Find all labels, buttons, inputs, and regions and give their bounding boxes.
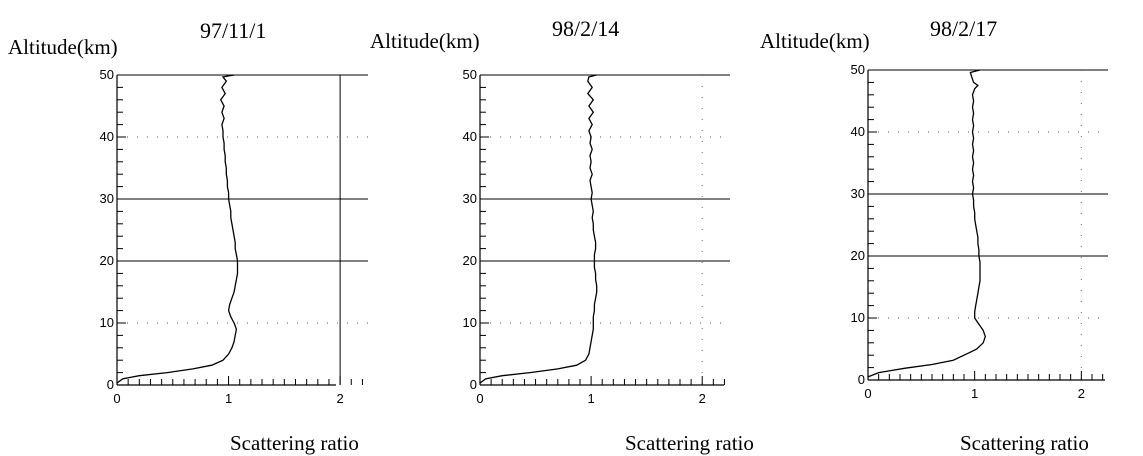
- plot-area-2: 0 10 20 30 40 50 0 1 2: [463, 67, 730, 406]
- profile-line: [867, 69, 986, 378]
- y-tick-label: 30: [100, 191, 114, 206]
- y-tick-label: 40: [100, 129, 114, 144]
- x-tick-label: 2: [699, 391, 706, 406]
- y-tick-label: 40: [851, 124, 865, 139]
- y-tick-label: 20: [851, 248, 865, 263]
- chart-panel-2: 98/2/14 Altitude(km) Scattering ratio 0 1…: [370, 16, 754, 455]
- x-tick-label: 1: [225, 391, 232, 406]
- chart-panel-1: 97/11/1 Altitude(km) Scattering ratio 0 1…: [8, 18, 368, 455]
- y-tick-label: 50: [100, 67, 114, 82]
- y-tick-label: 10: [851, 310, 865, 325]
- y-tick-label: 50: [851, 62, 865, 77]
- y-axis-title-3: Altitude(km): [760, 29, 870, 53]
- x-tick-label: 2: [336, 391, 343, 406]
- y-tick-label: 50: [463, 67, 477, 82]
- chart-title-2: 98/2/14: [552, 16, 619, 41]
- y-tick-label: 0: [858, 372, 865, 387]
- y-tick-label: 20: [100, 253, 114, 268]
- x-axis-title-2: Scattering ratio: [625, 431, 754, 455]
- x-axis-title-3: Scattering ratio: [960, 431, 1089, 455]
- profile-line: [479, 74, 598, 384]
- y-tick-label: 10: [463, 315, 477, 330]
- y-axis-title-1: Altitude(km): [8, 35, 118, 59]
- plot-area-3: 0 10 20 30 40 50 0 1 2: [851, 62, 1108, 401]
- x-tick-label: 1: [587, 391, 594, 406]
- chart-panel-3: 98/2/17 Altitude(km) Scattering ratio 0 1…: [760, 16, 1108, 455]
- chart-title-1: 97/11/1: [200, 18, 266, 43]
- y-axis-title-2: Altitude(km): [370, 29, 480, 53]
- x-tick-label: 1: [971, 386, 978, 401]
- x-tick-label: 0: [113, 391, 120, 406]
- y-tick-label: 30: [463, 191, 477, 206]
- y-tick-label: 0: [470, 377, 477, 392]
- chart-title-3: 98/2/17: [930, 16, 997, 41]
- y-tick-label: 40: [463, 129, 477, 144]
- y-tick-label: 20: [463, 253, 477, 268]
- x-tick-label: 0: [476, 391, 483, 406]
- plot-area-1: 0 10 20 30 40 50 0 1 2: [100, 67, 368, 406]
- y-tick-label: 10: [100, 315, 114, 330]
- x-axis-title-1: Scattering ratio: [230, 431, 359, 455]
- y-tick-label: 30: [851, 186, 865, 201]
- y-tick-label: 0: [107, 377, 114, 392]
- profile-line: [116, 74, 239, 384]
- x-tick-label: 2: [1078, 386, 1085, 401]
- x-tick-label: 0: [864, 386, 871, 401]
